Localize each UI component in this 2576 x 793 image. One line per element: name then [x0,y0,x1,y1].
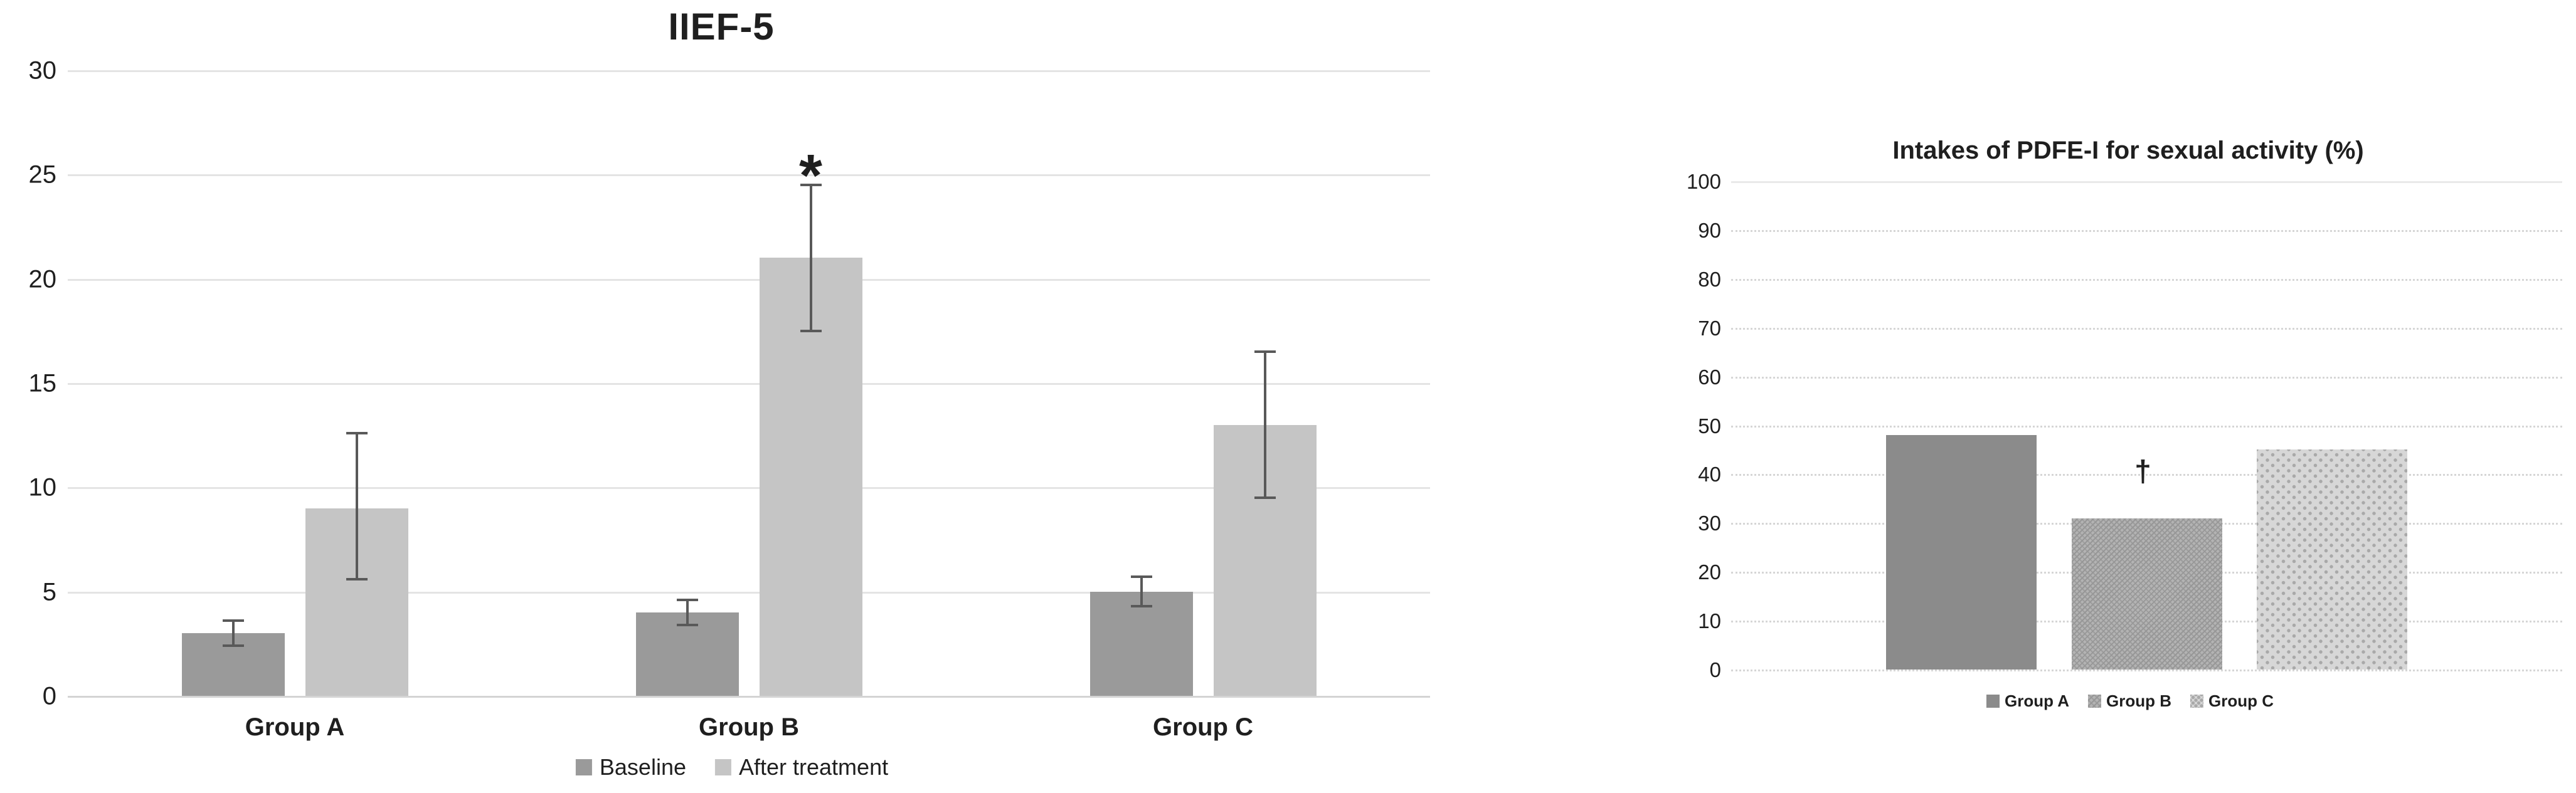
legend-swatch [575,759,592,775]
bar-baseline-group-b [635,612,739,696]
error-bar-baseline-group-a [231,621,235,646]
legend-swatch [2088,695,2102,708]
y-tick-label-0: 0 [42,682,56,710]
error-bar-after-group-c-cap-bottom [1254,496,1276,499]
iief5-chart-title: IIEF-5 [668,6,775,48]
gridline-20 [68,278,1430,281]
y-tick-label-50: 50 [1698,414,1721,438]
y-tick-label-5: 5 [42,578,56,606]
gridline-15 [68,383,1430,385]
y-tick-label-30: 30 [1698,512,1721,535]
legend-item-after-treatment: After treatment [714,754,889,780]
gridline-10 [68,487,1430,490]
y-tick-label-10: 10 [28,473,57,502]
significance-asterisk: * [799,142,822,209]
pdfei-legend: Group A Group B Group C [1986,691,2274,711]
error-bar-baseline-group-c-cap-top [1130,575,1152,579]
gridline-0 [68,696,1430,698]
gridline-70 [1731,327,2562,330]
legend-item-group-b: Group B [2088,691,2171,711]
gridline-5 [68,591,1430,594]
y-tick-label-25: 25 [28,160,57,189]
error-bar-baseline-group-a-cap-top [222,619,244,622]
gridline-100 [1731,181,2562,183]
gridline-60 [1731,376,2562,379]
bar-group-b [2071,518,2222,670]
legend-label: Group B [2106,691,2172,710]
category-label-group-a: Group A [245,713,345,741]
legend-item-baseline: Baseline [575,754,686,780]
bar-baseline-group-c [1089,591,1193,696]
gridline-25 [68,174,1430,177]
iief5-legend: Baseline After treatment [575,754,889,780]
error-bar-after-group-c-cap-top [1254,350,1276,354]
category-label-group-b: Group B [699,713,799,741]
error-bar-after-group-a [355,433,358,579]
error-bar-baseline-group-b-cap-bottom [676,623,698,626]
y-tick-label-0: 0 [1709,658,1721,681]
error-bar-baseline-group-b [686,599,689,625]
legend-label: Group A [2004,691,2070,710]
y-tick-label-100: 100 [1686,170,1721,193]
gridline-50 [1731,425,2562,428]
bar-group-c [2257,449,2407,670]
legend-item-group-c: Group C [2190,691,2274,711]
error-bar-baseline-group-b-cap-top [676,598,698,601]
gridline-80 [1731,278,2562,281]
error-bar-after-group-c [1263,352,1266,498]
gridline-30 [68,70,1430,72]
error-bar-baseline-group-c [1140,577,1143,606]
legend-item-group-a: Group A [1986,691,2069,711]
dagger-annotation: † [2134,455,2151,488]
legend-swatch [2190,695,2204,708]
y-tick-label-40: 40 [1698,463,1721,486]
error-bar-after-group-b-cap-top [800,183,822,186]
y-tick-label-70: 70 [1698,316,1721,340]
category-label-group-c: Group C [1153,713,1253,741]
legend-label: Group C [2208,691,2274,710]
error-bar-after-group-a-cap-bottom [346,577,368,580]
y-tick-label-10: 10 [1698,609,1721,633]
y-tick-label-15: 15 [28,369,57,397]
error-bar-baseline-group-a-cap-bottom [222,644,244,648]
error-bar-after-group-a-cap-top [346,431,368,434]
error-bar-after-group-b [809,184,812,331]
legend-swatch [714,759,731,775]
error-bar-baseline-group-c-cap-bottom [1130,604,1152,607]
y-tick-label-60: 60 [1698,365,1721,389]
legend-label: Baseline [599,754,686,780]
pdfei-chart-title: Intakes of PDFE-I for sexual activity (%… [1892,137,2364,164]
gridline-90 [1731,229,2562,232]
legend-swatch [1986,695,2000,708]
y-tick-label-80: 80 [1698,267,1721,291]
legend-label: After treatment [738,754,889,780]
y-tick-label-20: 20 [1698,560,1721,584]
y-tick-label-20: 20 [28,265,57,293]
bar-group-a [1886,435,2037,670]
y-tick-label-90: 90 [1698,218,1721,242]
gridline-0 [1731,670,2562,671]
y-tick-label-30: 30 [28,56,57,85]
error-bar-after-group-b-cap-bottom [800,329,822,332]
gridline-40 [1731,474,2562,476]
